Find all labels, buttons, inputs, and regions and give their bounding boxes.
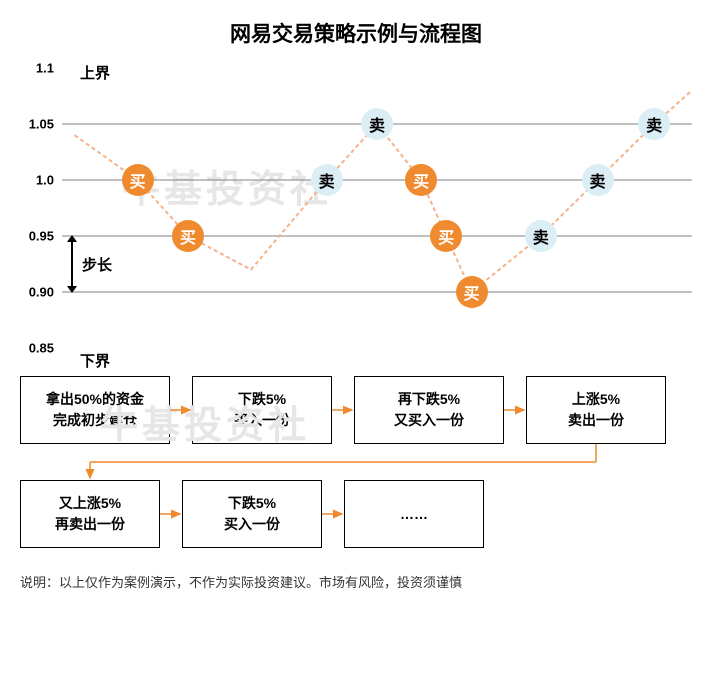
step-label: 步长 [82, 254, 112, 275]
y-tick-label: 1.1 [36, 61, 54, 76]
flow-step: 再下跌5%又买入一份 [354, 376, 504, 444]
step-arrow-icon [66, 236, 78, 292]
y-tick-label: 1.0 [36, 173, 54, 188]
flow-step: 下跌5%买入一份 [182, 480, 322, 548]
sell-marker: 卖 [361, 108, 393, 140]
flow-step: 拿出50%的资金完成初步建仓 [20, 376, 170, 444]
flow-step-line: 下跌5% [201, 389, 323, 410]
flow-step: 又上涨5%再卖出一份 [20, 480, 160, 548]
flow-step-line: 完成初步建仓 [29, 410, 161, 431]
flow-step-line: 又买入一份 [363, 410, 495, 431]
sell-marker: 卖 [638, 108, 670, 140]
flow-step-line: 又上涨5% [29, 493, 151, 514]
flow-step-line: 买入一份 [191, 514, 313, 535]
flow-step: …… [344, 480, 484, 548]
buy-marker: 买 [172, 220, 204, 252]
flow-step-line: 下跌5% [191, 493, 313, 514]
flow-step-line: 买入一份 [201, 410, 323, 431]
buy-marker: 买 [122, 164, 154, 196]
y-tick-label: 1.05 [29, 117, 54, 132]
buy-marker: 买 [405, 164, 437, 196]
sell-marker: 卖 [525, 220, 557, 252]
sell-marker: 卖 [311, 164, 343, 196]
flow-step-line: 再下跌5% [363, 389, 495, 410]
flow-step-line: 卖出一份 [535, 410, 657, 431]
flow-row: 拿出50%的资金完成初步建仓下跌5%买入一份再下跌5%又买入一份上涨5%卖出一份 [20, 376, 692, 444]
flow-step-line: 再卖出一份 [29, 514, 151, 535]
buy-marker: 买 [430, 220, 462, 252]
y-tick-label: 0.90 [29, 285, 54, 300]
flow-step-line: …… [353, 504, 475, 525]
flow-step: 上涨5%卖出一份 [526, 376, 666, 444]
disclaimer-text: 说明：以上仅作为案例演示，不作为实际投资建议。市场有风险，投资须谨慎 [20, 572, 692, 591]
flow-step-line: 拿出50%的资金 [29, 389, 161, 410]
strategy-chart: 0.850.900.951.01.051.1 牛基投资社 上界 下界 步长 买买… [20, 68, 692, 348]
sell-marker: 卖 [582, 164, 614, 196]
y-tick-label: 0.95 [29, 229, 54, 244]
upper-bound-label: 上界 [80, 62, 110, 83]
buy-marker: 买 [456, 276, 488, 308]
y-tick-label: 0.85 [29, 341, 54, 356]
lower-bound-label: 下界 [80, 350, 110, 371]
flow-step-line: 上涨5% [535, 389, 657, 410]
flowchart: 牛基投资社 拿出50%的资金完成初步建仓下跌5%买入一份再下跌5%又买入一份上涨… [20, 376, 692, 548]
flow-step: 下跌5%买入一份 [192, 376, 332, 444]
flow-row: 又上涨5%再卖出一份下跌5%买入一份…… [20, 480, 692, 548]
page-title: 网易交易策略示例与流程图 [0, 0, 712, 48]
